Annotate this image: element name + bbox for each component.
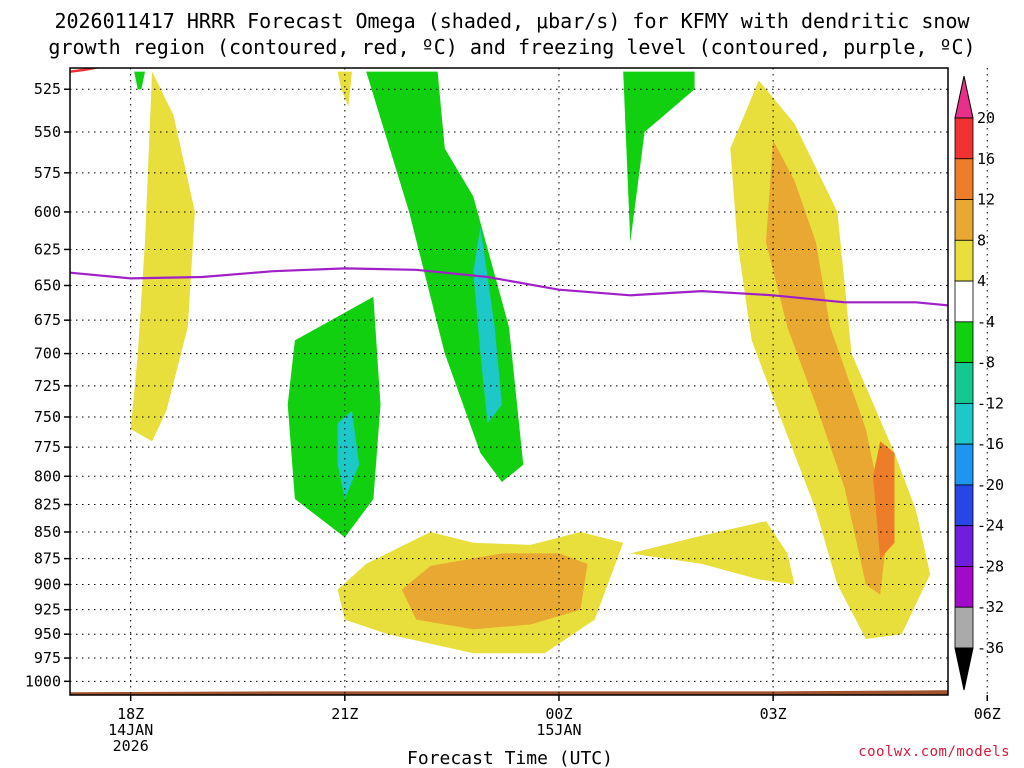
colorbar-bin-12 bbox=[954, 566, 974, 608]
y-tick-label-1000: 1000 bbox=[25, 672, 61, 690]
omega-shading bbox=[70, 71, 1016, 695]
y-tick-label-900: 900 bbox=[34, 576, 61, 594]
colorbar-label-13: -36 bbox=[977, 639, 1004, 657]
y-tick-label-600: 600 bbox=[34, 203, 61, 221]
x-tick-label-18Z-2: 2026 bbox=[113, 737, 149, 755]
colorbar-label-0: 20 bbox=[977, 109, 995, 127]
colorbar-bin-11 bbox=[954, 525, 974, 567]
y-tick-label-625: 625 bbox=[34, 240, 61, 258]
site-credit[interactable]: coolwx.com/models bbox=[858, 744, 1010, 760]
colorbar-bin-8 bbox=[954, 402, 974, 445]
colorbar-bin-2 bbox=[954, 158, 974, 200]
y-tick-label-550: 550 bbox=[34, 123, 61, 141]
dendritic-contour-right bbox=[947, 72, 948, 74]
x-tick-label-18Z-0: 18Z bbox=[117, 705, 144, 723]
y-tick-label-950: 950 bbox=[34, 625, 61, 643]
omega-region-green-06Z-column bbox=[980, 293, 1016, 386]
colorbar-bin-6 bbox=[954, 321, 974, 364]
y-tick-label-525: 525 bbox=[34, 80, 61, 98]
colorbar-bin-1 bbox=[954, 117, 974, 160]
chart-title-line1: 2026011417 HRRR Forecast Omega (shaded, … bbox=[54, 9, 970, 33]
x-tick-label-00Z-0: 00Z bbox=[545, 705, 572, 723]
colorbar-label-5: -4 bbox=[977, 313, 995, 331]
colorbar-label-10: -24 bbox=[977, 517, 1004, 535]
colorbar-label-4: 4 bbox=[977, 272, 986, 290]
colorbar-bin-9 bbox=[954, 443, 974, 486]
y-tick-label-975: 975 bbox=[34, 649, 61, 667]
colorbar: 20 16 12 8 4 -4 -8 -12 -16 -20 -24 -28 -32 -36 bbox=[954, 75, 1004, 691]
x-tick-label-06Z-0: 06Z bbox=[974, 705, 1001, 723]
colorbar-bin-4 bbox=[954, 239, 974, 282]
omega-region-orange-03Z-plume bbox=[766, 140, 888, 595]
surface-terrain bbox=[70, 690, 948, 695]
y-tick-label-775: 775 bbox=[34, 438, 61, 456]
colorbar-label-3: 8 bbox=[977, 231, 986, 249]
y-tick-label-750: 750 bbox=[34, 408, 61, 426]
omega-region-green-band-23Z bbox=[366, 71, 524, 482]
x-axis-title: Forecast Time (UTC) bbox=[407, 748, 613, 768]
colorbar-bin-3 bbox=[954, 199, 974, 241]
omega-region-yellow-03Z-lowblob bbox=[630, 521, 795, 585]
y-tick-label-675: 675 bbox=[34, 311, 61, 329]
omega-region-yellow-upward-plume-18Z bbox=[130, 71, 195, 442]
grid-lines bbox=[70, 68, 988, 695]
colorbar-bin-13 bbox=[954, 606, 974, 649]
colorbar-label-8: -16 bbox=[977, 435, 1004, 453]
omega-region-orange-21Z-blob bbox=[401, 553, 588, 630]
colorbar-bin-top bbox=[954, 75, 974, 119]
colorbar-label-12: -32 bbox=[977, 598, 1004, 616]
colorbar-label-7: -12 bbox=[977, 394, 1004, 412]
y-tick-label-925: 925 bbox=[34, 601, 61, 619]
y-tick-label-575: 575 bbox=[34, 164, 61, 182]
y-tick-label-875: 875 bbox=[34, 550, 61, 568]
y-tick-label-825: 825 bbox=[34, 496, 61, 514]
y-tick-label-725: 725 bbox=[34, 377, 61, 395]
chart-title: 2026011417 HRRR Forecast Omega (shaded, … bbox=[0, 8, 1024, 60]
chart-title-line2: growth region (contoured, red, ºC) and f… bbox=[48, 35, 976, 59]
plot-frame bbox=[69, 67, 949, 696]
y-tick-label-850: 850 bbox=[34, 523, 61, 541]
colorbar-label-2: 12 bbox=[977, 191, 995, 209]
x-tick-label-18Z-1: 14JAN bbox=[108, 721, 153, 739]
colorbar-bin-bottom bbox=[954, 647, 974, 691]
colorbar-label-6: -8 bbox=[977, 354, 995, 372]
omega-region-teal-core-21Z bbox=[337, 410, 360, 499]
y-tick-label-650: 650 bbox=[34, 276, 61, 294]
colorbar-bin-10 bbox=[954, 484, 974, 527]
x-tick-label-00Z-1: 15JAN bbox=[536, 721, 581, 739]
colorbar-bin-7 bbox=[954, 362, 974, 404]
y-tick-label-700: 700 bbox=[34, 345, 61, 363]
colorbar-bin-5 bbox=[954, 280, 974, 323]
y-axis: 525 550 575 600 625 650 675 700 725 750 775 800 825 8… bbox=[25, 80, 70, 690]
omega-region-green-18Z-top bbox=[134, 71, 145, 90]
contour-lines bbox=[70, 68, 948, 307]
omega-region-dark-orange-04Z-core bbox=[873, 441, 895, 559]
dendritic-contour-left bbox=[70, 68, 101, 73]
x-axis: 18Z14JAN202621Z00Z15JAN03Z06Z09Z bbox=[108, 695, 1001, 755]
colorbar-label-11: -28 bbox=[977, 557, 1004, 575]
y-tick-label-800: 800 bbox=[34, 467, 61, 485]
freezing-level-line bbox=[70, 267, 948, 307]
omega-region-green-thin-01Z bbox=[623, 71, 695, 243]
x-tick-label-03Z-0: 03Z bbox=[760, 705, 787, 723]
omega-region-yellow-1730Z-top bbox=[337, 71, 352, 107]
colorbar-label-9: -20 bbox=[977, 476, 1004, 494]
x-tick-label-21Z-0: 21Z bbox=[331, 705, 358, 723]
colorbar-label-1: 16 bbox=[977, 150, 995, 168]
